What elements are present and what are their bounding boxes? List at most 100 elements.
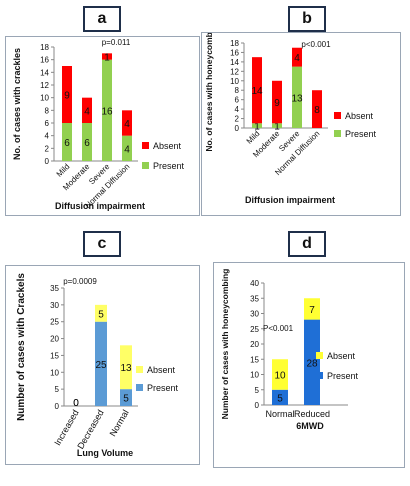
legend-label-present: Present	[153, 161, 185, 171]
y-tick-label: 10	[40, 94, 49, 103]
chart-panel-a: 0 2 4 6 8 10 12 14 16 18 No. of cases with crackle…	[5, 36, 200, 216]
bar-absent	[304, 298, 320, 320]
bar-present	[82, 123, 92, 161]
y-tick-label: 0	[55, 402, 60, 411]
bar-present	[102, 59, 112, 161]
y-tick-label: 10	[230, 77, 239, 86]
y-tick-label: 16	[40, 56, 49, 65]
bar-absent	[272, 80, 282, 124]
y-tick-label: 18	[230, 39, 239, 48]
y-tick-label: 0	[235, 124, 240, 133]
y-tick-label: 16	[230, 48, 239, 57]
legend-swatch-absent	[316, 352, 323, 359]
y-tick-label: 15	[50, 351, 59, 360]
y-tick-label: 30	[50, 301, 59, 310]
data-label: 9	[274, 98, 280, 109]
panel-letter: d	[302, 235, 312, 252]
y-tick-label: 0	[45, 157, 50, 166]
y-tick-label: 12	[40, 81, 49, 90]
y-tick-label: 5	[55, 385, 60, 394]
p-value-annotation: p<0.001	[301, 40, 331, 49]
chart-panel-d: 0 5 10 15 20 25 30 35 40 Number of cases with hon…	[213, 262, 405, 468]
x-axis-title: Lung Volume	[77, 448, 133, 458]
legend-swatch-absent	[136, 366, 143, 373]
panel-label-d: d	[288, 231, 326, 257]
category-label: Normal	[265, 409, 294, 419]
chart-panel-c: 0 5 10 15 20 25 30 35 Number of cases with Crack…	[5, 265, 200, 465]
p-value-annotation: p=0.0009	[63, 277, 97, 286]
y-tick-label: 12	[230, 67, 239, 76]
y-tick-label: 8	[45, 106, 50, 115]
bar-present	[304, 319, 320, 405]
panel-letter: a	[97, 10, 107, 27]
data-label: 9	[64, 91, 70, 102]
bar-absent	[62, 66, 72, 123]
data-label: 5	[277, 393, 283, 404]
data-label: 4	[124, 119, 130, 130]
legend-label-present: Present	[147, 383, 179, 393]
x-axis-title: Diffusion impairment	[245, 195, 335, 205]
bar-absent	[95, 304, 107, 322]
y-axis-title: Number of cases with Crackels	[16, 273, 27, 421]
bar-present	[272, 389, 288, 405]
y-tick-label: 2	[45, 144, 50, 153]
data-label: 7	[309, 305, 315, 316]
bar-absent	[122, 110, 132, 136]
legend-label-absent: Absent	[147, 365, 176, 375]
y-tick-label: 25	[50, 318, 59, 327]
p-value-annotation: P<0.001	[263, 324, 294, 333]
data-label: 14	[251, 86, 263, 97]
y-tick-label: 20	[50, 335, 59, 344]
y-axis-title: Number of cases with honeycombing	[220, 269, 230, 420]
panel-label-b: b	[288, 6, 326, 32]
legend-label-absent: Absent	[345, 111, 374, 121]
category-label: Normal	[108, 408, 131, 438]
data-label: 5	[123, 394, 129, 405]
bar-absent	[252, 57, 262, 124]
legend-label-absent: Absent	[327, 351, 356, 361]
legend-swatch-absent	[142, 142, 149, 149]
data-label: 4	[124, 144, 130, 155]
y-axis-title: No. of cases with crackles	[12, 48, 22, 160]
legend-swatch-present	[334, 130, 341, 137]
legend-swatch-present	[136, 384, 143, 391]
y-tick-label: 20	[250, 340, 259, 349]
x-axis-title: 6MWD	[296, 421, 324, 431]
y-tick-label: 40	[250, 279, 259, 288]
y-tick-label: 35	[50, 284, 59, 293]
category-label: Reduced	[294, 409, 330, 419]
legend-swatch-absent	[334, 112, 341, 119]
y-tick-label: 2	[235, 115, 240, 124]
legend-label-absent: Absent	[153, 141, 182, 151]
data-label: 4	[84, 106, 90, 117]
data-label: 5	[98, 309, 104, 320]
y-tick-label: 0	[255, 401, 260, 410]
y-tick-label: 18	[40, 43, 49, 52]
bar-present	[62, 123, 72, 161]
bar-present	[120, 389, 132, 406]
bar-present	[122, 135, 132, 161]
data-label: 6	[84, 138, 90, 149]
bar-absent	[82, 97, 92, 123]
p-value-annotation: p=0.011	[102, 38, 131, 47]
y-tick-label: 14	[230, 58, 239, 67]
bar-absent	[292, 47, 302, 67]
data-label: 28	[306, 358, 318, 369]
panel-label-a: a	[83, 6, 121, 32]
y-tick-label: 30	[250, 310, 259, 319]
data-label: 1	[254, 122, 260, 133]
data-label: 13	[120, 363, 132, 374]
category-label: Increased	[52, 408, 80, 447]
y-tick-label: 15	[250, 355, 259, 364]
data-label: 16	[101, 106, 113, 117]
legend-label-present: Present	[327, 371, 359, 381]
y-tick-label: 10	[50, 368, 59, 377]
data-label: 1	[104, 53, 110, 64]
y-tick-label: 4	[235, 105, 240, 114]
y-tick-label: 6	[235, 96, 240, 105]
data-label: 8	[314, 105, 320, 116]
bar-absent	[272, 359, 288, 390]
panel-letter: b	[302, 10, 312, 27]
